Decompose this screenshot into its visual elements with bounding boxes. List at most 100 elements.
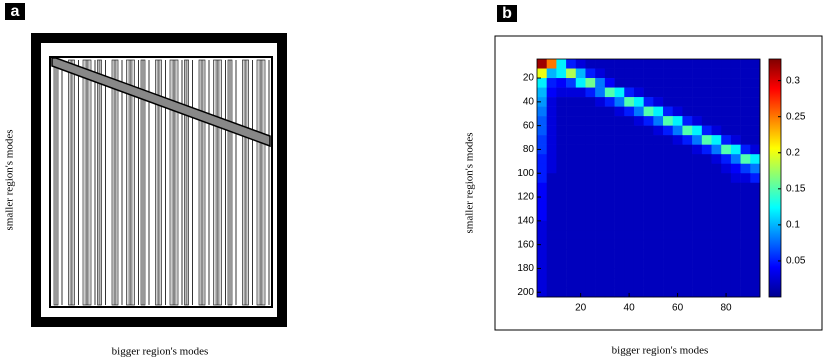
cell — [624, 239, 635, 250]
cell — [701, 277, 712, 288]
cell — [556, 163, 567, 174]
cell — [692, 192, 703, 203]
cell — [740, 163, 751, 174]
cell — [701, 116, 712, 126]
cell — [663, 87, 674, 98]
vertical-bar — [111, 59, 119, 306]
cell — [701, 163, 712, 174]
cell — [663, 68, 674, 79]
cell — [566, 59, 577, 69]
cell — [546, 192, 557, 203]
cell — [750, 211, 761, 222]
cell — [682, 211, 693, 222]
cell — [537, 59, 547, 69]
cell — [546, 249, 557, 260]
cell — [711, 182, 722, 193]
cell — [546, 287, 557, 298]
cell — [740, 144, 751, 155]
cell — [653, 211, 664, 222]
cell — [595, 192, 606, 203]
cell — [750, 258, 761, 269]
cell — [556, 173, 567, 184]
vertical-bar — [140, 59, 146, 306]
cell — [740, 258, 751, 269]
cell — [643, 144, 654, 155]
cell — [663, 144, 674, 155]
cell — [633, 144, 644, 155]
cell — [633, 192, 644, 203]
cell — [721, 268, 732, 279]
cell — [701, 173, 712, 184]
y-tick-label: 120 — [517, 192, 534, 203]
cell — [556, 192, 567, 203]
cell — [750, 163, 761, 174]
cell — [682, 258, 693, 269]
cell — [663, 211, 674, 222]
cell — [740, 230, 751, 241]
cell — [604, 135, 615, 145]
cell — [701, 68, 712, 79]
cell — [672, 182, 683, 193]
cell — [604, 163, 615, 174]
cell — [721, 135, 732, 145]
cell — [556, 239, 567, 250]
cell — [701, 182, 712, 193]
cell — [663, 268, 674, 279]
cell — [575, 154, 586, 165]
cell — [663, 239, 674, 250]
cell — [624, 154, 635, 165]
cell — [682, 182, 693, 193]
cell — [653, 173, 664, 184]
cell — [585, 116, 596, 126]
cell — [721, 144, 732, 155]
cell — [740, 87, 751, 98]
cell — [643, 125, 654, 136]
cell — [682, 154, 693, 165]
cell — [624, 258, 635, 269]
cell — [682, 192, 693, 203]
cell — [604, 277, 615, 288]
cell — [653, 106, 664, 117]
cell — [682, 277, 693, 288]
cell — [546, 125, 557, 136]
cell — [556, 268, 567, 279]
cell — [643, 116, 654, 126]
cell — [682, 97, 693, 107]
cell — [614, 239, 625, 250]
cell — [566, 135, 577, 145]
cell — [740, 68, 751, 79]
cell — [682, 59, 693, 69]
cell — [701, 154, 712, 165]
cell — [711, 97, 722, 107]
cell — [750, 125, 761, 136]
cell — [692, 106, 703, 117]
cell — [701, 97, 712, 107]
cell — [614, 68, 625, 79]
cell — [585, 287, 596, 298]
cell — [633, 87, 644, 98]
cell — [546, 78, 557, 88]
cell — [663, 277, 674, 288]
panel-label: a — [11, 3, 20, 20]
cell — [575, 201, 586, 212]
cell — [575, 211, 586, 222]
cell — [653, 192, 664, 203]
cell — [672, 106, 683, 117]
cell — [653, 135, 664, 145]
cell — [692, 268, 703, 279]
cell — [740, 173, 751, 184]
cell — [750, 68, 761, 79]
cell — [653, 201, 664, 212]
cell — [585, 68, 596, 79]
cell — [624, 182, 635, 193]
cell — [566, 220, 577, 231]
cell — [614, 173, 625, 184]
cell — [740, 116, 751, 126]
cell — [682, 106, 693, 117]
cell — [575, 173, 586, 184]
cell — [537, 287, 547, 298]
vertical-bar — [155, 59, 162, 306]
colorbar-tick-label: 0.2 — [786, 147, 800, 158]
cell — [701, 106, 712, 117]
cell — [682, 287, 693, 298]
